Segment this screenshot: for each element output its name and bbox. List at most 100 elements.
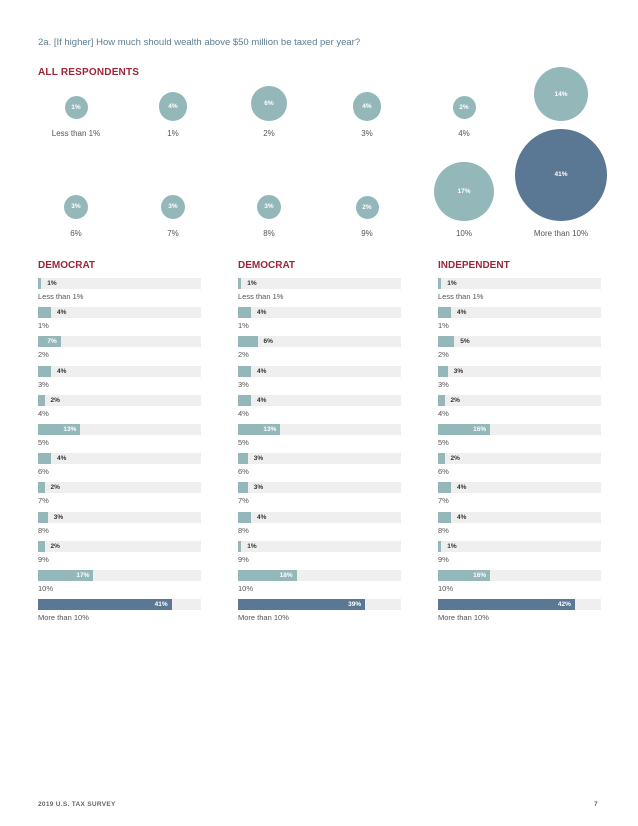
bar-track: 4%	[38, 453, 201, 465]
bar-row: 4% 8%	[438, 511, 603, 541]
bar-value-label: 1%	[447, 542, 457, 550]
bubble-9: 3%	[256, 194, 282, 220]
bar-row: 1% Less than 1%	[38, 278, 203, 307]
bar-category-label: 2%	[38, 350, 49, 360]
bar-row: 2% 4%	[38, 394, 203, 424]
bubble-7: 3%	[63, 194, 89, 220]
bar-value-label: 4%	[57, 455, 67, 463]
bar-value-label: 7%	[47, 338, 57, 346]
bar-track: 18%	[238, 569, 401, 581]
bar-value-label: 13%	[63, 425, 77, 433]
bubble-5: 2%	[452, 95, 476, 119]
bar	[38, 482, 45, 494]
bubble-label-12: More than 10%	[533, 229, 589, 238]
bubble-label-7: 6%	[70, 229, 82, 238]
bar-category-label: 9%	[38, 554, 49, 564]
bar	[438, 278, 442, 289]
bar-category-label: 3%	[238, 379, 249, 389]
bar-chart-democrat-1: DEMOCRAT 1% Less than 1% 4% 1% 7% 2% 4% 3% 2% 4% 1…	[38, 260, 203, 628]
bar-row: 13% 5%	[238, 423, 403, 453]
bar-track: 4%	[238, 511, 401, 523]
bar-row: 17% 10%	[38, 569, 203, 599]
bar-row: 5% 2%	[438, 336, 603, 365]
bar-value-label: 4%	[57, 309, 67, 317]
bar-category-label: 10%	[238, 583, 254, 593]
bar-track: 17%	[38, 569, 201, 581]
bar-track: 2%	[438, 394, 601, 406]
bar-category-label: 8%	[38, 525, 49, 535]
bubble-3: 6%	[251, 85, 287, 121]
bar	[438, 540, 442, 552]
bar-row: 16% 5%	[438, 423, 603, 453]
bar	[438, 599, 575, 611]
bar-track: 2%	[438, 453, 601, 465]
bar-track: 3%	[238, 453, 401, 465]
bar-row: 1% Less than 1%	[438, 278, 603, 307]
bar-row: 16% 10%	[438, 569, 603, 599]
bar-row: 4% 3%	[38, 365, 203, 395]
bar	[38, 365, 52, 377]
bar-category-label: Less than 1%	[38, 292, 84, 301]
bar-value-label: 13%	[263, 425, 277, 433]
bar	[238, 599, 366, 611]
bar-row: 2% 6%	[438, 453, 603, 482]
bar-category-label: Less than 1%	[438, 292, 484, 301]
bubble-11: 17%	[434, 161, 494, 221]
bubble-4: 4%	[352, 92, 382, 121]
bar-value-label: 1%	[447, 280, 457, 287]
bar-value-label: 2%	[50, 396, 60, 404]
bar-category-label: 4%	[238, 408, 249, 418]
bar-track: 1%	[38, 278, 201, 289]
bar-row: 1% 9%	[238, 540, 403, 570]
bar-value-label: 4%	[457, 309, 467, 317]
bar-track: 13%	[38, 423, 201, 435]
bar-category-label: 1%	[438, 321, 449, 331]
bar-chart-democrat-2: DEMOCRAT 1% Less than 1% 4% 1% 6% 2% 4% 3% 4% 4% 1…	[238, 260, 403, 628]
bar-row: 4% 6%	[38, 453, 203, 482]
bubble-label-11: 10%	[455, 229, 472, 238]
bar-category-label: 2%	[238, 350, 249, 360]
bar-value-label: 2%	[50, 484, 60, 492]
bar-value-label: 6%	[263, 338, 273, 346]
bar-category-label: More than 10%	[438, 613, 489, 623]
all-respondents-title: ALL RESPONDENTS	[38, 67, 140, 78]
bar-value-label: 16%	[473, 425, 487, 433]
bar-row: 2% 4%	[438, 394, 603, 424]
bar-category-label: 6%	[38, 467, 49, 477]
bar-category-label: 10%	[438, 583, 454, 593]
bar-row: 2% 9%	[38, 540, 203, 570]
bar-category-label: 4%	[38, 408, 49, 418]
bubble-label-4: 3%	[361, 129, 373, 138]
bar	[38, 511, 48, 523]
bar	[438, 569, 491, 581]
bar-value-label: 2%	[450, 396, 460, 404]
bar-category-label: 1%	[38, 321, 49, 331]
bar-row: 3% 3%	[438, 365, 603, 395]
bar-value-label: 18%	[279, 571, 293, 579]
bubble-8: 3%	[160, 194, 186, 220]
bar-value-label: 1%	[247, 280, 257, 287]
bar-value-label: 5%	[460, 338, 470, 346]
bar-track: 3%	[438, 365, 601, 377]
bar-value-label: 42%	[557, 601, 571, 609]
bar	[238, 278, 242, 289]
bar	[38, 599, 172, 611]
bar-category-label: 10%	[38, 583, 54, 593]
bar-chart-independent: INDEPENDENT 1% Less than 1% 4% 1% 5% 2% 3% 3% 2%…	[438, 260, 603, 628]
bar-row: 1% 9%	[438, 540, 603, 570]
bar-row: 4% 1%	[238, 307, 403, 336]
bar-track: 1%	[238, 278, 401, 289]
question-text: 2a. [If higher] How much should wealth a…	[38, 37, 361, 48]
bar-track: 4%	[238, 307, 401, 319]
bar-row: 3% 7%	[238, 482, 403, 511]
bar	[238, 540, 242, 552]
bar-track: 4%	[38, 307, 201, 319]
bar-row: 4% 1%	[438, 307, 603, 336]
bar-row: 2% 7%	[38, 482, 203, 511]
bar-value-label: 4%	[257, 309, 267, 317]
bubble-label-10: 9%	[361, 229, 373, 238]
bar-track: 39%	[238, 599, 401, 611]
bar-category-label: 5%	[238, 437, 249, 447]
bar	[438, 453, 445, 465]
bar	[238, 307, 252, 319]
